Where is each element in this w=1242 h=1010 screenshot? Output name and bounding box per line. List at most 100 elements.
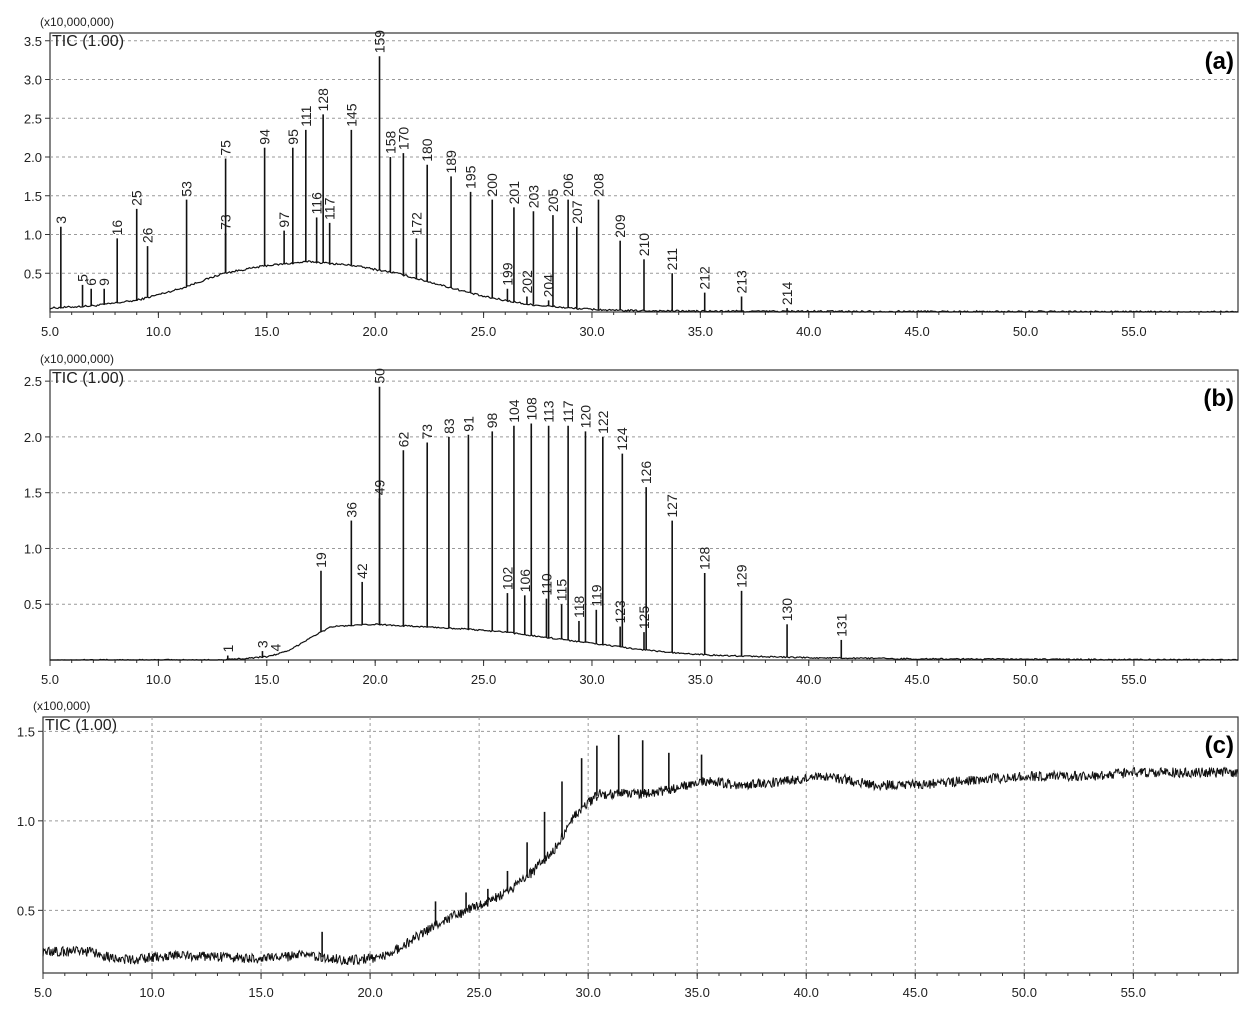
x-tick-label: 25.0	[471, 672, 496, 687]
peak-label: 206	[560, 173, 576, 197]
peak-label: 172	[408, 212, 424, 236]
peak-label: 6	[83, 278, 99, 286]
y-tick-label: 0.5	[17, 903, 35, 918]
peak-label: 91	[460, 416, 476, 432]
x-tick-label: 25.0	[466, 985, 491, 1000]
peak-label: 170	[395, 127, 411, 151]
trace-label: TIC (1.00)	[45, 717, 117, 734]
peak-label: 3	[254, 640, 270, 648]
y-tick-label: 0.5	[24, 597, 42, 612]
y-tick-label: 3.0	[24, 73, 42, 88]
x-tick-label: 45.0	[903, 985, 928, 1000]
peak-label: 202	[519, 270, 535, 294]
peak-label: 130	[779, 598, 795, 622]
panel-1: 0.5 1.0 1.5 2.0 2.5 3.0 3.5 5.0 10.0 15.0 20.0 25.0…	[24, 15, 1239, 339]
peak-label: 94	[257, 129, 273, 145]
plot-frame	[42, 716, 1239, 974]
peak-label: 62	[395, 432, 411, 448]
trace-label: TIC (1.00)	[52, 33, 124, 50]
panel-3: 0.5 1.0 1.5 5.0 10.0 15.0 20.0 25.0 30.0 35.0 40.0…	[17, 699, 1239, 1000]
y-tick-label: 1.0	[24, 541, 42, 556]
peak-label: 124	[614, 427, 630, 451]
y-multiplier-label: (x10,000,000)	[40, 352, 114, 366]
peak-label: 210	[636, 233, 652, 257]
peak-label: 104	[506, 399, 522, 423]
y-tick-label: 1.5	[17, 724, 35, 739]
y-multiplier-label: (x100,000)	[33, 699, 90, 713]
peak-label: 203	[525, 185, 541, 209]
x-tick-label: 20.0	[357, 985, 382, 1000]
peak-label: 4	[268, 643, 284, 651]
peak-label: 201	[506, 181, 522, 205]
peak-label: 36	[343, 502, 359, 518]
y-tick-label: 1.5	[24, 189, 42, 204]
x-tick-label: 5.0	[34, 985, 52, 1000]
peak-label: 19	[313, 552, 329, 568]
peak-label: 73	[419, 424, 435, 440]
y-tick-label: 2.5	[24, 374, 42, 389]
y-multiplier-label: (x10,000,000)	[40, 15, 114, 29]
peak-label: 131	[833, 613, 849, 637]
y-tick-label: 3.5	[24, 34, 42, 49]
peak-label: 98	[484, 412, 500, 428]
peak-label: 199	[499, 262, 515, 286]
peak-label: 122	[595, 410, 611, 434]
peak-label: 26	[140, 227, 156, 243]
peak-label: 189	[443, 150, 459, 174]
x-tick-label: 10.0	[139, 985, 164, 1000]
x-tick-label: 50.0	[1012, 985, 1037, 1000]
peak-label: 126	[638, 461, 654, 485]
peak-label: 115	[554, 579, 570, 602]
y-tick-label: 2.0	[24, 430, 42, 445]
y-tick-label: 2.5	[24, 111, 42, 126]
x-tick-label: 45.0	[904, 672, 929, 687]
panel-2: 0.51.01.52.02.55.0 10.0 15.0 20.0 25.0 30.0 35…	[24, 352, 1239, 687]
x-tick-label: 10.0	[146, 672, 171, 687]
peak-label: 95	[285, 129, 301, 145]
peak-label: 118	[571, 596, 587, 619]
peak-label: 108	[523, 397, 539, 421]
peak-label: 180	[419, 138, 435, 162]
x-tick-label: 20.0	[363, 672, 388, 687]
x-tick-label: 35.0	[688, 672, 713, 687]
plot-frame	[49, 32, 1239, 313]
x-tick-label: 35.0	[688, 324, 713, 339]
peak-label: 129	[734, 564, 750, 588]
plot-frame	[49, 369, 1239, 661]
x-tick-label: 15.0	[254, 672, 279, 687]
y-tick-label: 1.5	[24, 486, 42, 501]
y-tick-label: 1.0	[17, 814, 35, 829]
x-tick-label: 5.0	[41, 324, 59, 339]
peak-label: 110	[538, 573, 554, 596]
peak-label: 214	[779, 282, 795, 306]
panel-label: (c)	[1205, 732, 1234, 759]
peak-label: 97	[276, 212, 292, 228]
peak-label: 211	[664, 248, 680, 271]
peak-label: 159	[371, 30, 387, 54]
peak-label: 42	[354, 563, 370, 579]
peak-label: 25	[129, 190, 145, 206]
peak-label: 50	[372, 368, 388, 384]
peak-label: 83	[441, 418, 457, 434]
x-tick-label: 20.0	[363, 324, 388, 339]
peak-label: 5	[74, 274, 90, 282]
peak-label: 3	[53, 216, 69, 224]
peak-label: 204	[541, 274, 557, 298]
trace-label: TIC (1.00)	[52, 370, 124, 387]
peak-label: 209	[612, 214, 628, 238]
peak-label: 117	[560, 400, 576, 423]
peak-label: 200	[484, 173, 500, 197]
peak-label: 106	[517, 569, 533, 593]
peak-label: 123	[612, 600, 628, 624]
y-tick-label: 0.5	[24, 266, 42, 281]
peak-label: 158	[382, 130, 398, 154]
peak-label: 128	[697, 546, 713, 570]
peak-label: 195	[463, 165, 479, 189]
peak-label: 205	[545, 188, 561, 212]
peak-label: 111	[298, 105, 314, 126]
peak-label: 145	[343, 103, 359, 127]
x-tick-label: 30.0	[576, 985, 601, 1000]
panel-label: (b)	[1203, 385, 1234, 412]
x-tick-label: 40.0	[794, 985, 819, 1000]
x-tick-label: 35.0	[685, 985, 710, 1000]
